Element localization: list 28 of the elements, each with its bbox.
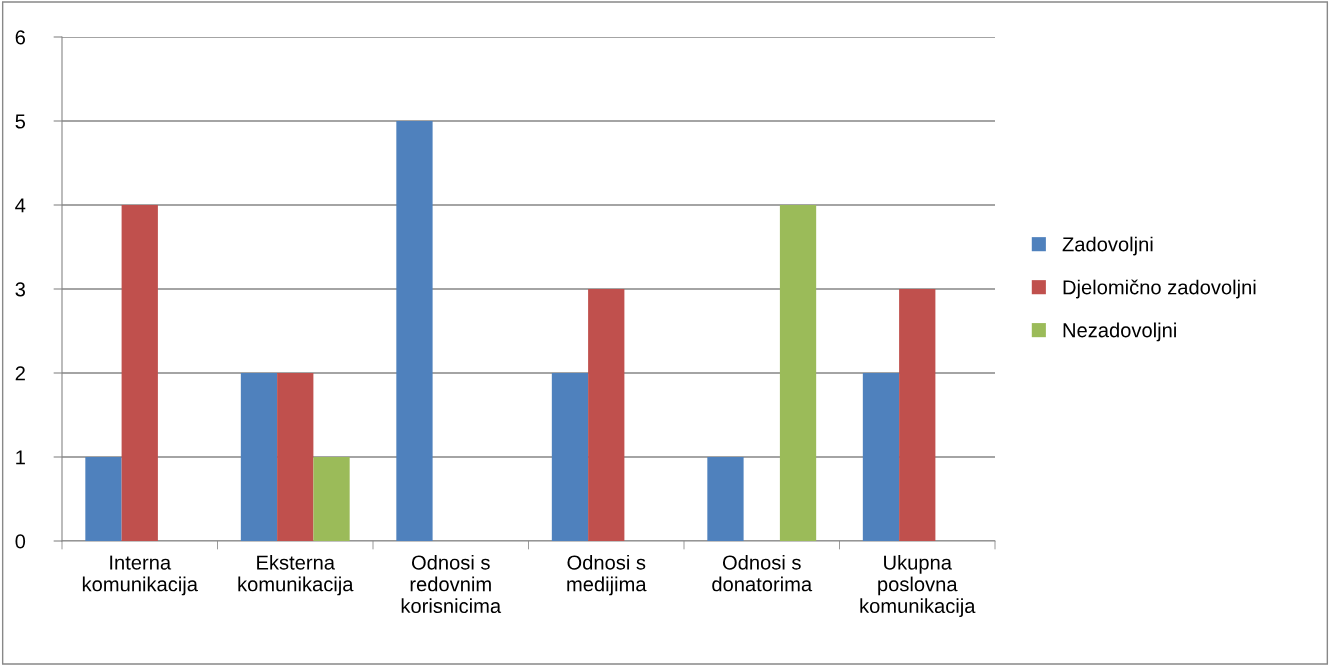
- bar: [85, 457, 122, 541]
- legend-label: Zadovoljni: [1062, 236, 1153, 256]
- bar: [240, 373, 278, 541]
- y-tick-label: 5: [15, 114, 26, 129]
- legend-label: Nezadovoljni: [1063, 322, 1176, 342]
- x-tick-label: Odnosi s medijima: [567, 554, 647, 596]
- x-tick-label: Odnosi s redovnim korisnicima: [401, 554, 502, 614]
- x-tick-label: Eksterna komunikacija: [238, 554, 354, 596]
- bar: [277, 373, 314, 541]
- bar: [899, 289, 936, 541]
- x-tick-label: Interna komunikacija: [82, 555, 198, 596]
- bar: [779, 205, 817, 541]
- x-tick-label: Odnosi s donatorima: [712, 554, 813, 592]
- y-tick-label: 3: [15, 282, 25, 297]
- bar: [588, 289, 625, 541]
- bar: [313, 457, 350, 541]
- y-tick-label: 2: [15, 366, 25, 381]
- y-tick-label: 4: [15, 198, 26, 213]
- x-tick-label: Ukupna poslovna komunikacija: [860, 554, 976, 618]
- bar: [121, 205, 158, 541]
- bar: [707, 457, 744, 541]
- bar: [551, 373, 589, 541]
- legend-label: Djelomično zadovoljni: [1063, 279, 1256, 299]
- y-tick-label: 6: [15, 30, 25, 45]
- bar: [862, 373, 900, 541]
- bar: [396, 121, 433, 541]
- y-tick-label: 1: [16, 450, 25, 465]
- y-tick-label: 0: [15, 534, 26, 549]
